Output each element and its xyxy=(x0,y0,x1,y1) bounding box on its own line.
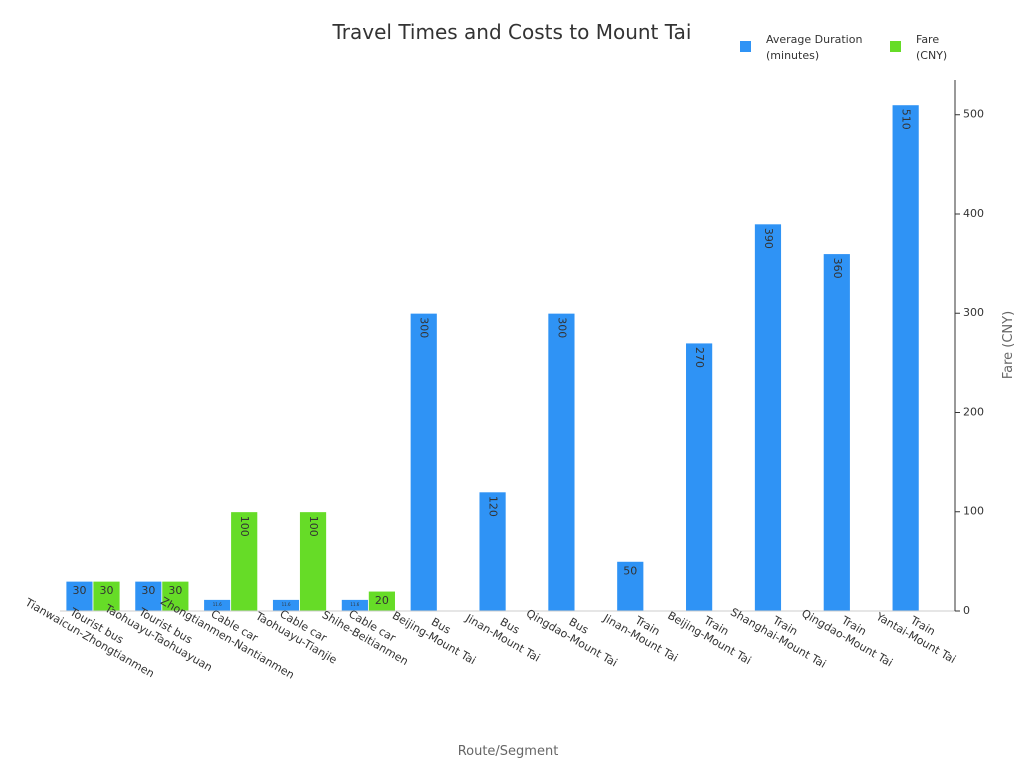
bar-label-duration-0: 30 xyxy=(73,584,87,597)
bar-duration-1[interactable] xyxy=(134,580,163,612)
y-tick-label-400: 400 xyxy=(963,207,984,220)
bar-label-fare-3: 100 xyxy=(307,516,320,537)
bar-label-duration-4: 11.6 xyxy=(350,602,359,607)
bar-duration-5[interactable] xyxy=(409,312,438,612)
bar-duration-12[interactable] xyxy=(891,104,920,612)
bar-duration-8[interactable] xyxy=(616,560,645,612)
bar-label-duration-3: 11.6 xyxy=(282,602,291,607)
legend-swatch-duration xyxy=(740,41,751,52)
bar-label-duration-10: 390 xyxy=(762,228,775,249)
legend-item-duration[interactable]: Average Duration (minutes) xyxy=(740,32,886,64)
bar-label-fare-1: 30 xyxy=(168,584,182,597)
legend-swatch-fare xyxy=(890,41,901,52)
bar-label-duration-6: 120 xyxy=(487,496,500,517)
bar-label-duration-1: 30 xyxy=(141,584,155,597)
bar-fare-1[interactable] xyxy=(161,580,190,612)
bar-duration-10[interactable] xyxy=(754,223,782,612)
legend-item-fare[interactable]: Fare (CNY) xyxy=(890,32,1024,64)
bar-label-duration-8: 50 xyxy=(623,564,637,577)
bar-fare-2[interactable] xyxy=(230,511,259,612)
bar-label-duration-5: 300 xyxy=(418,317,431,338)
bar-label-duration-2: 11.6 xyxy=(213,602,222,607)
y-tick-label-200: 200 xyxy=(963,405,984,418)
y-axis-label: Fare (CNY) xyxy=(1001,311,1016,379)
y-tick-label-0: 0 xyxy=(963,604,970,617)
bar-fare-3[interactable] xyxy=(299,511,327,612)
y-tick-label-500: 500 xyxy=(963,108,984,121)
bar-fare-0[interactable] xyxy=(92,580,121,612)
bar-label-duration-11: 360 xyxy=(831,258,844,279)
bar-label-duration-7: 300 xyxy=(555,317,568,338)
legend-label-duration: Average Duration (minutes) xyxy=(766,33,863,62)
y-ticks-group: 0 100 200 300 400 500 xyxy=(955,108,984,617)
bar-label-fare-4: 20 xyxy=(375,594,389,607)
y-tick-label-100: 100 xyxy=(963,505,984,518)
bars-group xyxy=(65,104,920,612)
bar-duration-0[interactable] xyxy=(65,580,94,612)
bar-duration-9[interactable] xyxy=(685,342,714,612)
bar-label-duration-9: 270 xyxy=(693,347,706,368)
bar-label-fare-2: 100 xyxy=(238,516,251,537)
bar-label-fare-0: 30 xyxy=(100,584,114,597)
legend-label-fare: Fare (CNY) xyxy=(916,33,948,62)
bar-duration-6[interactable] xyxy=(478,491,507,612)
bar-labels-group: 30 30 11.6 11.6 11.6 300 120 300 50 270 390 360 510 3… xyxy=(73,109,913,607)
bar-duration-11[interactable] xyxy=(822,253,851,612)
x-axis-label: Route/Segment xyxy=(458,744,559,759)
y-tick-label-300: 300 xyxy=(963,306,984,319)
chart-title: Travel Times and Costs to Mount Tai xyxy=(332,20,692,44)
bar-duration-7[interactable] xyxy=(547,312,576,612)
bar-label-duration-12: 510 xyxy=(900,109,913,130)
